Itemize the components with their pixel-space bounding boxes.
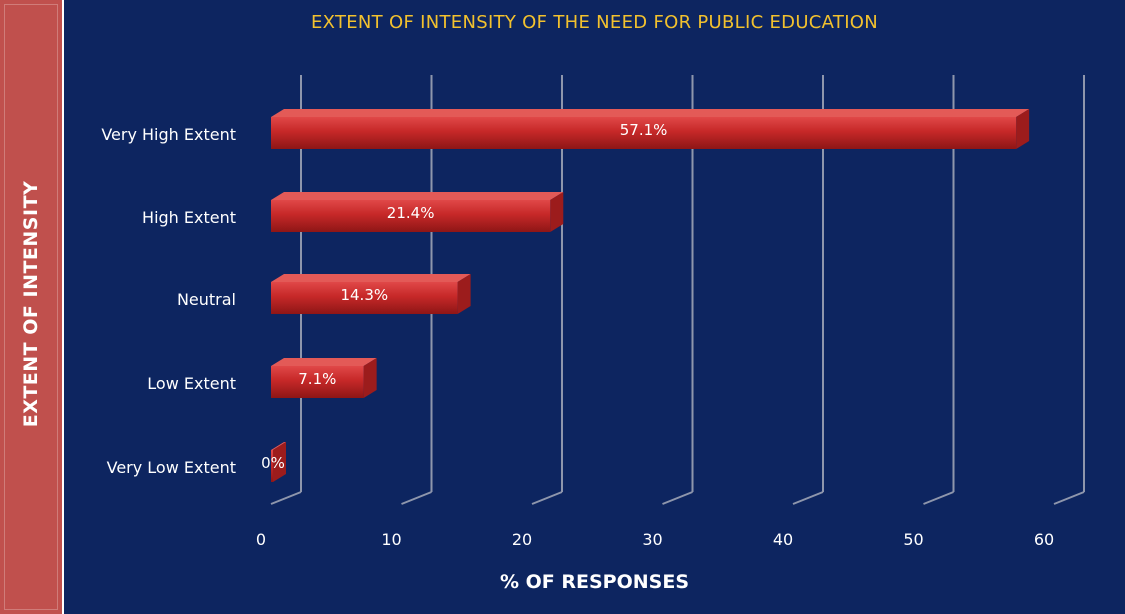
bar-top	[271, 109, 1030, 117]
gridline-floor	[401, 491, 432, 505]
bar-side	[550, 192, 564, 232]
bar	[271, 200, 551, 232]
data-label: 7.1%	[298, 370, 336, 388]
x-tick-label: 10	[381, 530, 401, 549]
x-axis-title: % OF RESPONSES	[499, 571, 690, 593]
gridline-floor	[1053, 491, 1085, 505]
data-label: 57.1%	[620, 121, 668, 139]
gridline-floor	[792, 491, 824, 505]
gridline-floor	[531, 491, 563, 505]
bar	[271, 450, 273, 482]
chart-panel	[64, 0, 1125, 614]
gridline-floor	[270, 491, 302, 505]
gridline-floor	[662, 491, 693, 505]
gridline-floor	[923, 491, 954, 505]
bar	[271, 366, 364, 398]
data-label: 14.3%	[340, 286, 388, 304]
bar-top	[271, 192, 564, 200]
bars	[271, 109, 1030, 482]
data-label: 0%	[261, 454, 285, 472]
labels: 0 10 20 30 40 50 60 57.1% Very High Extent 21.4% H…	[101, 121, 1054, 549]
bar-top	[271, 274, 471, 282]
x-tick-label: 30	[642, 530, 662, 549]
band-border	[4, 4, 58, 610]
category-label: Very High Extent	[101, 125, 236, 144]
x-tick-label: 20	[512, 530, 532, 549]
x-tick-label: 50	[903, 530, 923, 549]
bar-side	[457, 274, 471, 314]
bar	[271, 282, 458, 314]
category-label: Very Low Extent	[107, 458, 236, 477]
x-tick-label: 60	[1034, 530, 1054, 549]
chart-title: EXTENT OF INTENSITY OF THE NEED FOR PUBL…	[310, 12, 879, 33]
bar-side	[273, 442, 286, 482]
category-label: Neutral	[177, 290, 236, 309]
bar	[271, 117, 1017, 149]
category-label: Low Extent	[147, 374, 236, 393]
category-label: High Extent	[142, 208, 236, 227]
bar-side	[1016, 109, 1030, 149]
bar-side	[363, 358, 377, 398]
bar-top	[271, 358, 377, 366]
y-axis-label-band	[0, 0, 62, 614]
data-label: 21.4%	[387, 204, 435, 222]
x-tick-label: 40	[773, 530, 793, 549]
x-tick-label: 0	[256, 530, 266, 549]
bar-top	[271, 442, 286, 450]
